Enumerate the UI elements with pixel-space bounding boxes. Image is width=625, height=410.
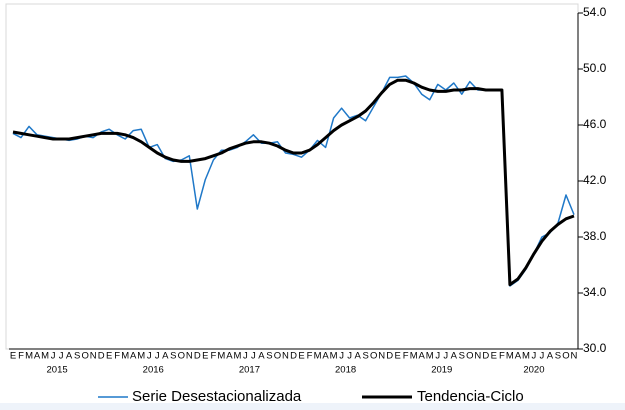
x-tick-label: M [217,351,225,362]
x-tick-label: S [555,351,561,362]
x-tick-label: S [266,351,272,362]
x-tick-label: M [410,351,418,362]
x-tick-label: D [482,351,489,362]
x-tick-label: J [435,351,440,362]
x-tick-label: D [386,351,393,362]
year-label: 2019 [431,365,452,376]
x-tick-label: O [370,351,377,362]
x-tick-label: M [137,351,145,362]
x-tick-label: E [298,351,304,362]
x-tick-label: E [10,351,16,362]
x-tick-label: J [155,351,160,362]
x-tick-label: D [290,351,297,362]
x-tick-label: N [474,351,481,362]
x-tick-label: N [90,351,97,362]
x-tick-label: J [147,351,152,362]
x-tick-label: J [347,351,352,362]
x-tick-label: O [466,351,473,362]
y-tick-label: 38.0 [583,229,607,243]
x-tick-label: S [170,351,176,362]
x-tick-label: A [34,351,41,362]
x-tick-label: A [451,351,458,362]
x-tick-label: N [378,351,385,362]
x-tick-label: F [114,351,120,362]
x-tick-label: O [562,351,569,362]
x-tick-label: A [162,351,169,362]
year-label: 2016 [143,365,164,376]
x-tick-label: M [314,351,322,362]
year-label: 2017 [239,365,260,376]
y-tick-label: 42.0 [583,173,607,187]
plot-frame [5,3,579,350]
x-tick-label: M [121,351,129,362]
x-tick-label: O [178,351,185,362]
y-tick-label: 50.0 [583,61,607,75]
x-tick-label: F [307,351,313,362]
x-tick-label: A [226,351,233,362]
x-tick-label: N [186,351,193,362]
x-tick-label: S [459,351,465,362]
x-tick-label: A [322,351,329,362]
x-tick-label: M [506,351,514,362]
legend-label: Tendencia-Ciclo [417,388,524,405]
x-tick-label: S [74,351,80,362]
x-tick-label: J [243,351,248,362]
year-label: 2020 [523,365,544,376]
x-tick-label: J [339,351,344,362]
x-tick-label: A [258,351,265,362]
y-tick-label: 46.0 [583,117,607,131]
x-tick-label: J [251,351,256,362]
x-tick-label: F [18,351,24,362]
series-line [12,75,575,287]
x-tick-label: F [499,351,505,362]
x-tick-label: D [98,351,105,362]
y-tick-label: 34.0 [583,285,607,299]
x-tick-label: O [274,351,281,362]
x-tick-label: N [282,351,289,362]
year-label: 2018 [335,365,356,376]
x-tick-label: J [59,351,64,362]
x-tick-label: M [233,351,241,362]
x-tick-label: M [25,351,33,362]
legend-label: Serie Desestacionalizada [132,388,302,405]
y-tick-label: 30.0 [583,341,607,355]
x-tick-label: J [532,351,537,362]
x-tick-label: M [426,351,434,362]
x-tick-label: J [443,351,448,362]
bottom-strip [0,403,625,410]
series-line [12,78,575,287]
x-tick-label: J [540,351,545,362]
x-tick-label: A [419,351,426,362]
x-tick-label: M [330,351,338,362]
year-label: 2015 [47,365,68,376]
x-tick-label: E [491,351,497,362]
x-tick-label: M [522,351,530,362]
x-tick-label: A [130,351,137,362]
x-tick-label: M [41,351,49,362]
x-tick-label: A [354,351,361,362]
x-tick-label: A [66,351,73,362]
x-tick-label: A [515,351,522,362]
x-tick-label: O [81,351,88,362]
x-tick-label: E [395,351,401,362]
x-tick-label: E [202,351,208,362]
x-tick-label: S [362,351,368,362]
x-tick-label: E [106,351,112,362]
x-tick-label: N [571,351,578,362]
y-tick-label: 54.0 [583,5,607,19]
x-tick-label: F [403,351,409,362]
x-tick-label: J [51,351,56,362]
x-tick-label: F [210,351,216,362]
x-tick-label: A [547,351,554,362]
x-tick-label: D [194,351,201,362]
